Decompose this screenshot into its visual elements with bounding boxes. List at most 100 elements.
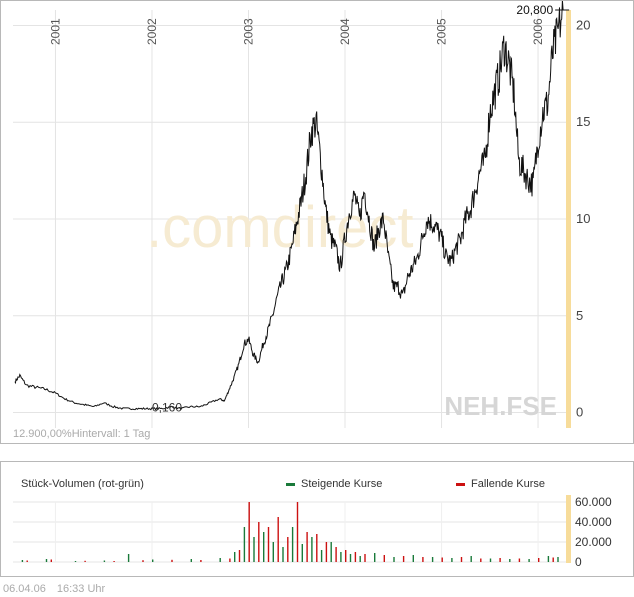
volume-bar	[359, 556, 361, 562]
volume-y-ticks: 0 20.000 40.000 60.000	[575, 495, 612, 569]
volume-bar	[277, 517, 279, 562]
legend-falling-swatch	[456, 483, 465, 486]
price-chart: .comdirect NEH.FSE 2001 2002 2003 2004 2005 2…	[13, 1, 590, 440]
x-tick-label: 2001	[48, 18, 62, 45]
volume-bar	[547, 556, 550, 562]
volume-bar	[103, 560, 106, 562]
volume-bar	[296, 502, 299, 562]
volume-bar	[460, 557, 463, 562]
volume-bar	[402, 556, 405, 562]
volume-bar	[238, 550, 241, 562]
interval-info: 12.900,00%Hintervall: 1 Tag	[13, 428, 150, 440]
volume-grid	[13, 501, 567, 563]
volume-bar	[325, 542, 328, 562]
x-tick-label: 2003	[241, 18, 255, 45]
volume-bar	[412, 555, 414, 562]
volume-bar	[127, 554, 130, 562]
price-grid	[13, 10, 567, 428]
volume-bar	[311, 537, 313, 562]
volume-bar	[340, 552, 342, 562]
volume-bar	[451, 558, 453, 562]
volume-bar	[441, 557, 443, 562]
volume-bar	[142, 560, 144, 562]
x-tick-label: 2006	[531, 18, 545, 45]
volume-y-tick-label: 20.000	[575, 535, 612, 549]
volume-bar	[480, 558, 482, 562]
low-label: 0,160	[152, 400, 182, 414]
x-tick-label: 2005	[435, 18, 449, 45]
volume-bar	[528, 559, 530, 562]
volume-bar	[21, 560, 24, 562]
x-tick-label: 2004	[338, 18, 352, 45]
x-tick-label: 2002	[145, 18, 159, 45]
volume-bar	[349, 554, 352, 562]
volume-chart-panel: Stück-Volumen (rot-grün) Steigende Kurse…	[0, 461, 634, 577]
volume-bar	[345, 550, 347, 562]
volume-bar	[393, 557, 395, 562]
volume-bar	[45, 559, 48, 562]
volume-bar	[306, 532, 308, 562]
volume-title: Stück-Volumen (rot-grün)	[21, 478, 144, 490]
watermark: .comdirect	[146, 195, 414, 260]
volume-bar	[489, 558, 492, 562]
volume-bar	[267, 527, 270, 562]
x-axis-ticks: 2001 2002 2003 2004 2005 2006	[48, 18, 545, 45]
volume-bar	[291, 527, 294, 562]
y-tick-label: 15	[576, 114, 590, 129]
volume-bar	[316, 534, 318, 562]
volume-bar	[200, 560, 202, 562]
y-tick-label: 5	[576, 308, 583, 323]
high-label: 20,800	[516, 3, 553, 17]
y-axis-ticks: 0 5 10 15 20	[576, 17, 590, 419]
symbol-label: NEH.FSE	[444, 391, 557, 421]
volume-bar	[552, 557, 554, 562]
y-tick-label: 0	[576, 405, 583, 420]
footer-timestamp: 06.04.06 16:33 Uhr	[3, 583, 113, 595]
volume-bar	[84, 560, 86, 562]
volume-bar	[364, 554, 366, 562]
volume-bar	[470, 556, 472, 562]
volume-bar	[354, 552, 357, 562]
volume-bar	[320, 550, 323, 562]
volume-bar	[26, 560, 28, 562]
volume-bar	[422, 557, 424, 562]
volume-bar	[272, 542, 274, 562]
volume-bar	[374, 553, 376, 562]
volume-bar	[74, 561, 77, 562]
volume-bar	[282, 547, 284, 562]
volume-bar	[229, 558, 231, 562]
volume-bar	[301, 544, 303, 562]
y-tick-label: 20	[576, 17, 590, 32]
legend-rising-label: Steigende Kurse	[301, 478, 382, 490]
legend-rising-swatch	[286, 483, 295, 486]
volume-bar	[287, 537, 289, 562]
volume-chart: Stück-Volumen (rot-grün) Steigende Kurse…	[13, 478, 612, 569]
volume-y-tick-label: 40.000	[575, 515, 612, 529]
volume-bar	[557, 557, 559, 562]
volume-y-tick-label: 60.000	[575, 495, 612, 509]
current-position-bar	[566, 10, 571, 428]
footer-date: 06.04.06	[3, 583, 46, 595]
volume-bar	[243, 527, 246, 562]
y-tick-label: 10	[576, 211, 590, 226]
volume-y-tick-label: 0	[575, 555, 582, 569]
price-series-line	[14, 1, 564, 411]
volume-bar	[113, 561, 115, 562]
volume-bar	[499, 558, 501, 562]
volume-bar	[50, 559, 52, 562]
price-chart-panel: .comdirect NEH.FSE 2001 2002 2003 2004 2005 2…	[0, 0, 634, 444]
volume-bars	[21, 502, 559, 562]
volume-bar	[258, 522, 260, 562]
volume-bar	[190, 559, 192, 562]
volume-bar	[383, 555, 385, 562]
volume-bar	[171, 559, 173, 562]
volume-bar	[263, 532, 265, 562]
volume-current-position-bar	[566, 495, 571, 563]
volume-bar	[431, 557, 434, 562]
volume-bar	[253, 537, 255, 562]
volume-bar	[518, 558, 521, 562]
footer-time: 16:33 Uhr	[56, 583, 106, 595]
volume-bar	[335, 547, 337, 562]
legend-falling-label: Fallende Kurse	[471, 478, 545, 490]
volume-bar	[248, 502, 250, 562]
